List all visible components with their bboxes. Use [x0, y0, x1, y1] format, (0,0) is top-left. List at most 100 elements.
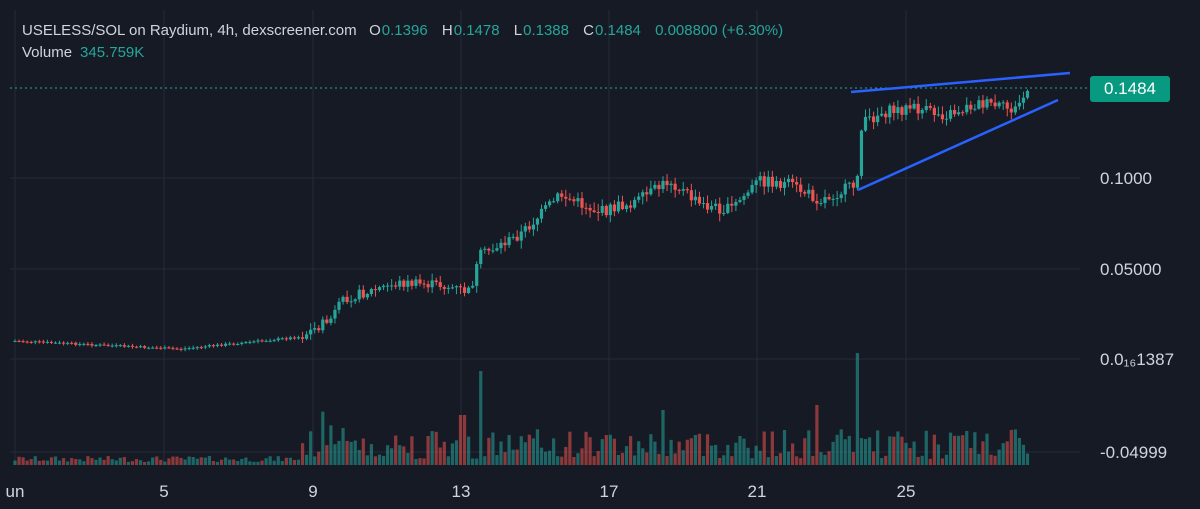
volume-bar [649, 434, 653, 465]
volume-bar [519, 436, 523, 465]
volume-bar [70, 458, 74, 465]
candle-body [341, 296, 345, 302]
volume-bar [1001, 443, 1005, 465]
candle-body [762, 176, 766, 187]
candle-body [471, 285, 475, 288]
candle-body [280, 338, 284, 340]
upper-trendline [850, 71, 1071, 94]
candle-body [305, 334, 309, 339]
volume-bar [240, 458, 244, 465]
volume-bar [940, 458, 945, 465]
candle-body [410, 280, 414, 286]
candle-body [811, 189, 815, 201]
volume-bar [321, 411, 325, 465]
volume-bar [224, 457, 228, 465]
volume-bar [357, 450, 361, 465]
volume-bar [568, 431, 572, 465]
candle-body [750, 184, 754, 193]
candle-body [74, 342, 78, 345]
volume-bar [977, 453, 981, 465]
volume-bar [624, 446, 629, 465]
candle-body [661, 180, 665, 190]
volume-bar [872, 451, 876, 465]
volume-bar [523, 442, 527, 465]
candle-body [122, 345, 126, 347]
candle-body [284, 338, 288, 340]
volume-bar [831, 441, 835, 465]
volume-bar [705, 434, 710, 465]
candle-body [114, 345, 118, 347]
candle-body [41, 341, 45, 343]
volume-bar [349, 441, 353, 465]
candle-body [693, 196, 697, 201]
volume-bar [260, 460, 264, 465]
candle-body [171, 347, 175, 349]
high-value: 0.1478 [453, 22, 500, 39]
candle-body [475, 264, 479, 286]
candle-body [803, 191, 807, 194]
volume-bar [317, 451, 321, 465]
volume-bar [458, 415, 463, 465]
volume-bar [106, 456, 110, 465]
candle-body [365, 293, 369, 298]
candle-body [697, 196, 702, 204]
volume-bar [807, 430, 811, 465]
volume-bar [612, 438, 616, 465]
candle-body [799, 184, 803, 192]
candle-body [701, 203, 706, 205]
candle-body [98, 344, 102, 346]
volume-bar [386, 445, 390, 465]
volume-bar [130, 461, 135, 465]
candle-body [268, 340, 272, 342]
volume-bar [633, 455, 637, 465]
candle-body [608, 204, 612, 216]
candle-body [66, 342, 70, 344]
candle-body [398, 280, 402, 287]
candle-body [863, 116, 868, 131]
candle-body [134, 346, 139, 348]
volume-bar [74, 459, 78, 465]
volume-bar [1017, 437, 1021, 465]
candle-body [778, 180, 783, 188]
volume-bar [681, 450, 685, 465]
volume-bar [859, 438, 864, 465]
volume-bar [126, 461, 130, 465]
candle-body [187, 348, 191, 350]
volume-bar [450, 443, 454, 465]
volume-bar [795, 456, 799, 465]
candle-body [531, 224, 535, 230]
candle-body [272, 340, 276, 342]
volume-bar [645, 452, 649, 465]
candle-body [612, 204, 616, 212]
volume-bar [989, 454, 993, 465]
candle-body [167, 347, 171, 349]
volume-bar [580, 448, 584, 465]
volume-bar [1025, 453, 1030, 465]
candle-body [33, 341, 37, 343]
volume-bar [685, 439, 689, 465]
volume-bar [369, 444, 373, 465]
candle-body [203, 346, 207, 348]
candle-body [827, 197, 831, 200]
candle-body [795, 182, 799, 185]
candle-body [402, 280, 406, 287]
volume-bar [616, 454, 621, 465]
candle-body [57, 342, 62, 344]
candle-body [705, 203, 710, 210]
candle-body [422, 283, 426, 285]
volume-bar [211, 460, 216, 465]
candle-body [746, 192, 750, 196]
volume-bar [746, 447, 750, 465]
volume-bar [556, 456, 560, 465]
volume-bar [143, 461, 147, 465]
volume-bar [454, 440, 459, 465]
volume-bar [944, 454, 949, 465]
candle-body [815, 200, 819, 204]
high-key: H [441, 22, 453, 39]
volume-bar [219, 459, 224, 465]
candle-body [62, 342, 66, 344]
volume-bar [969, 448, 973, 465]
candle-body [649, 188, 653, 195]
volume-bar [442, 441, 446, 465]
